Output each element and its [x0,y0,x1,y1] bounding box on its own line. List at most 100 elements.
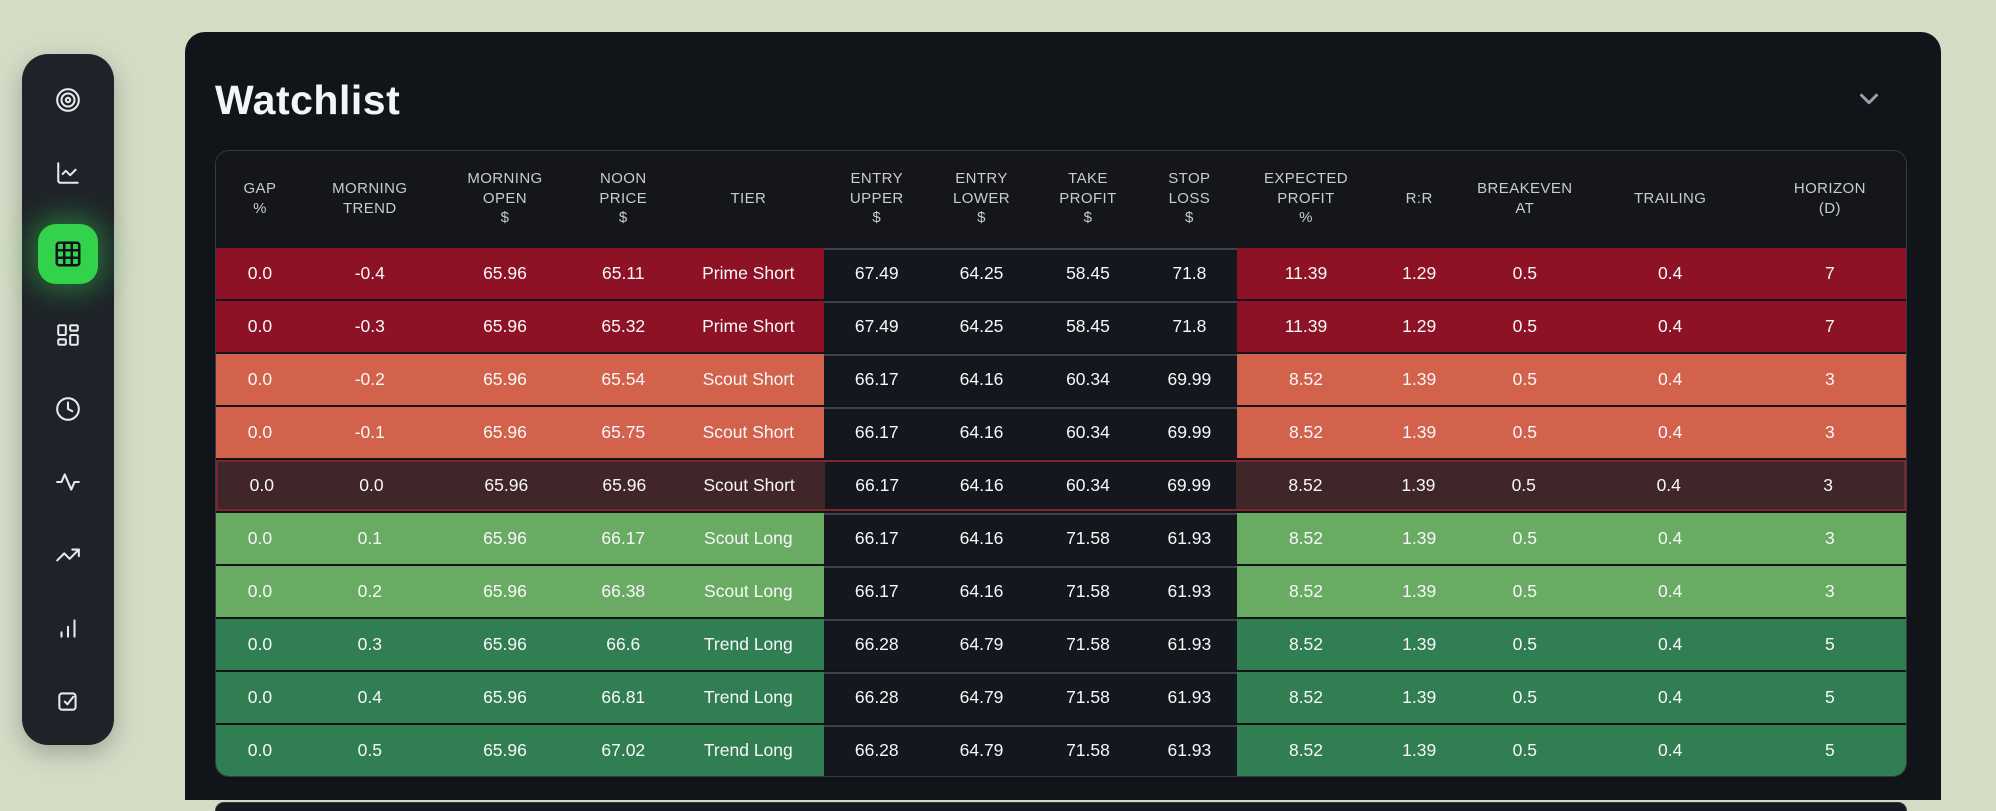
cell-noon-price: 66.81 [574,672,673,723]
cell-trailing: 0.4 [1586,301,1754,352]
cell-take-profit: 71.58 [1033,725,1143,776]
cell-breakeven-at: 0.5 [1463,513,1587,564]
cell-gap-pct: 0.0 [216,248,304,299]
cell-expected-profit: 8.52 [1236,672,1376,723]
table-row[interactable]: 0.0 -0.4 65.96 65.11 Prime Short 67.49 64.25 58… [216,248,1906,299]
column-header-entry-lower: ENTRY LOWER $ [953,170,1011,227]
cell-entry-upper: 66.17 [824,354,930,405]
sidebar-item-activity[interactable] [46,460,90,504]
cell-trailing: 0.4 [1586,248,1754,299]
cell-gap-pct: 0.0 [216,354,304,405]
cell-morning-trend: 0.2 [303,566,436,617]
cell-rr: 1.39 [1375,725,1464,776]
cell-trailing: 0.4 [1585,462,1753,509]
table-row[interactable]: 0.0 0.2 65.96 66.38 Scout Long 66.17 64.16 71.5… [216,566,1906,617]
cell-stop-loss: 61.93 [1142,619,1237,670]
cell-stop-loss: 71.8 [1142,301,1237,352]
cell-morning-open: 65.96 [435,513,575,564]
sidebar-item-dashboard[interactable] [46,313,90,357]
cell-rr: 1.29 [1375,301,1464,352]
next-card-strip [215,802,1907,811]
cell-gap-pct: 0.0 [216,301,304,352]
cell-morning-trend: 0.3 [303,619,436,670]
sidebar-item-target[interactable] [46,78,90,122]
cell-rr: 1.39 [1375,513,1464,564]
table-row[interactable]: 0.0 -0.3 65.96 65.32 Prime Short 67.49 64.25 58… [216,301,1906,352]
cell-gap-pct: 0.0 [216,407,304,458]
cell-breakeven-at: 0.5 [1463,672,1587,723]
cell-rr: 1.39 [1375,407,1464,458]
cell-tier: Prime Short [672,301,825,352]
cell-trailing: 0.4 [1586,725,1754,776]
cell-breakeven-at: 0.5 [1463,248,1587,299]
sidebar-item-clock[interactable] [46,387,90,431]
cell-take-profit: 58.45 [1033,248,1143,299]
cell-expected-profit: 8.52 [1236,407,1376,458]
column-header-noon-price: NOON PRICE $ [599,170,648,227]
cell-expected-profit: 11.39 [1236,248,1376,299]
activity-icon [55,469,81,495]
cell-breakeven-at: 0.5 [1463,354,1587,405]
target-icon [55,87,81,113]
cell-noon-price: 67.02 [574,725,673,776]
cell-stop-loss: 69.99 [1142,354,1237,405]
cell-take-profit: 71.58 [1033,566,1143,617]
table-row[interactable]: 0.0 0.4 65.96 66.81 Trend Long 66.28 64.79 71.5… [216,672,1906,723]
cell-morning-open: 65.96 [435,619,575,670]
cell-breakeven-at: 0.5 [1463,566,1587,617]
table-row[interactable]: 0.0 0.1 65.96 66.17 Scout Long 66.17 64.16 71.5… [216,513,1906,564]
column-header-morning-open: MORNING OPEN $ [467,170,543,227]
cell-horizon-d: 5 [1753,672,1906,723]
table-row[interactable]: 0.0 0.5 65.96 67.02 Trend Long 66.28 64.79 71.5… [216,725,1906,776]
cell-breakeven-at: 0.5 [1463,407,1587,458]
cell-expected-profit: 8.52 [1236,619,1376,670]
sidebar-item-line-chart[interactable] [46,151,90,195]
cell-horizon-d: 3 [1753,407,1906,458]
cell-expected-profit: 8.52 [1236,354,1376,405]
cell-morning-trend: -0.2 [303,354,436,405]
column-header-trailing: TRAILING [1633,189,1707,207]
cell-entry-lower: 64.16 [929,462,1034,509]
cell-morning-open: 65.96 [435,566,575,617]
cell-entry-lower: 64.16 [929,513,1034,564]
table-row[interactable]: 0.0 -0.1 65.96 65.75 Scout Short 66.17 64.16 60… [216,407,1906,458]
cell-morning-trend: 0.0 [305,462,438,509]
cell-gap-pct: 0.0 [216,672,304,723]
cell-entry-upper: 66.17 [824,513,930,564]
cell-tier: Scout Short [673,462,825,509]
cell-rr: 1.39 [1375,672,1464,723]
cell-morning-trend: -0.1 [303,407,436,458]
cell-noon-price: 65.11 [574,248,673,299]
cell-morning-open: 65.96 [435,354,575,405]
cell-entry-lower: 64.16 [929,354,1034,405]
cell-gap-pct: 0.0 [216,513,304,564]
sidebar-item-trending-up[interactable] [46,533,90,577]
column-header-take-profit: TAKE PROFIT $ [1059,170,1117,227]
sidebar-item-check-square[interactable] [46,679,90,723]
cell-gap-pct: 0.0 [216,566,304,617]
cell-morning-open: 65.96 [435,407,575,458]
column-header-rr: R:R [1405,189,1433,207]
cell-breakeven-at: 0.5 [1462,462,1586,509]
sidebar-item-table-grid[interactable] [38,224,98,285]
cell-entry-lower: 64.79 [929,619,1034,670]
column-header-stop-loss: STOP LOSS $ [1168,170,1211,227]
table-row[interactable]: 0.0 -0.2 65.96 65.54 Scout Short 66.17 64.16 60… [216,354,1906,405]
cell-entry-lower: 64.79 [929,725,1034,776]
cell-stop-loss: 69.99 [1142,407,1237,458]
cell-morning-open: 65.96 [435,301,575,352]
table-row[interactable]: 0.0 0.0 65.96 65.96 Scout Short 66.17 64.16 60.… [216,460,1906,511]
collapse-panel-button[interactable] [1849,80,1889,120]
sidebar-item-bar-chart[interactable] [46,606,90,650]
column-header-gap-pct: GAP% [243,180,277,217]
column-header-morning-trend: MORNING TREND [332,180,408,217]
cell-stop-loss: 71.8 [1142,248,1237,299]
cell-breakeven-at: 0.5 [1463,725,1587,776]
table-row[interactable]: 0.0 0.3 65.96 66.6 Trend Long 66.28 64.79 71.58… [216,619,1906,670]
cell-rr: 1.39 [1375,566,1464,617]
cell-morning-open: 65.96 [435,725,575,776]
watchlist-panel: Watchlist GAP% MORNING TREND MORNING OPEN $ NO… [185,32,1941,811]
cell-trailing: 0.4 [1586,619,1754,670]
cell-horizon-d: 3 [1753,513,1906,564]
cell-horizon-d: 3 [1752,462,1904,509]
